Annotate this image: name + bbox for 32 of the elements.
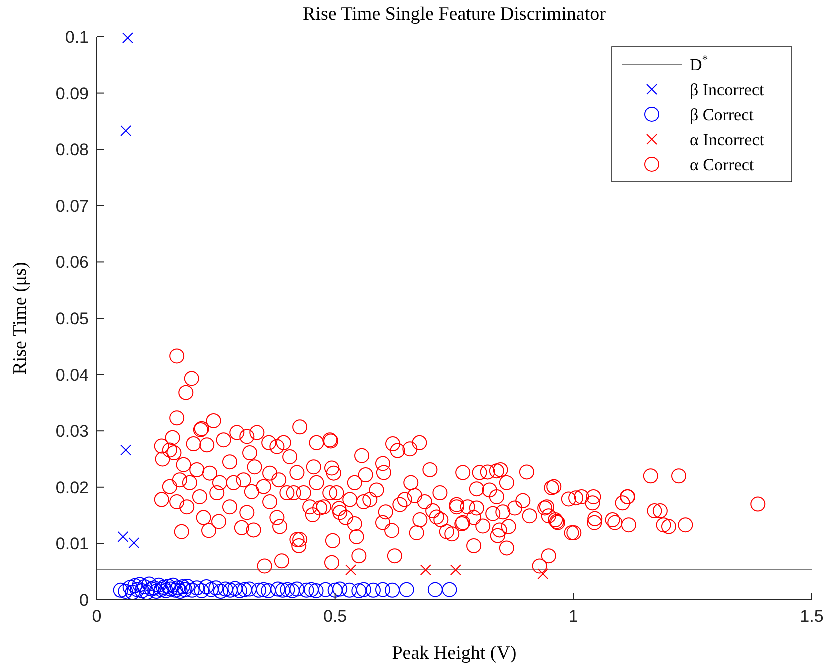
legend-label: D$^{*}$ bbox=[690, 52, 708, 74]
point bbox=[538, 568, 549, 580]
point bbox=[450, 564, 462, 576]
y-tick-label: 0.06 bbox=[56, 253, 89, 272]
chart-title: Rise Time Single Feature Discriminator bbox=[303, 4, 607, 25]
y-tick-label: 0 bbox=[80, 591, 89, 610]
y-tick-label: 0.05 bbox=[56, 310, 89, 328]
y-tick-label: 0.07 bbox=[56, 196, 89, 216]
y-tick-label: 0.1 bbox=[65, 28, 89, 47]
point bbox=[420, 564, 432, 576]
point bbox=[120, 444, 132, 456]
x-tick-label: 1 bbox=[568, 607, 578, 626]
y-axis-title: Rise Time (μs) bbox=[10, 262, 31, 375]
y-tick-label: 0.09 bbox=[56, 84, 89, 104]
x-tick-label: 0 bbox=[92, 607, 102, 626]
y-tick-label: 0.02 bbox=[56, 478, 89, 498]
point bbox=[346, 564, 357, 576]
x-tick-label: 1.5 bbox=[800, 607, 824, 626]
point bbox=[118, 531, 129, 542]
legend-label: β Correct bbox=[690, 106, 754, 124]
point bbox=[120, 126, 132, 137]
legend-label: α Incorrect bbox=[690, 130, 765, 150]
point bbox=[122, 32, 134, 44]
x-tick-label: 0.5 bbox=[324, 607, 348, 626]
y-tick-label: 0.04 bbox=[56, 366, 89, 385]
y-tick-label: 0.03 bbox=[56, 422, 89, 442]
x-axis-title: Peak Height (V) bbox=[392, 643, 517, 664]
y-tick-label: 0.08 bbox=[56, 140, 89, 160]
legend-label: α Correct bbox=[690, 156, 754, 174]
point bbox=[128, 538, 140, 549]
legend-label: β Incorrect bbox=[690, 80, 765, 100]
y-tick-label: 0.01 bbox=[56, 534, 89, 554]
